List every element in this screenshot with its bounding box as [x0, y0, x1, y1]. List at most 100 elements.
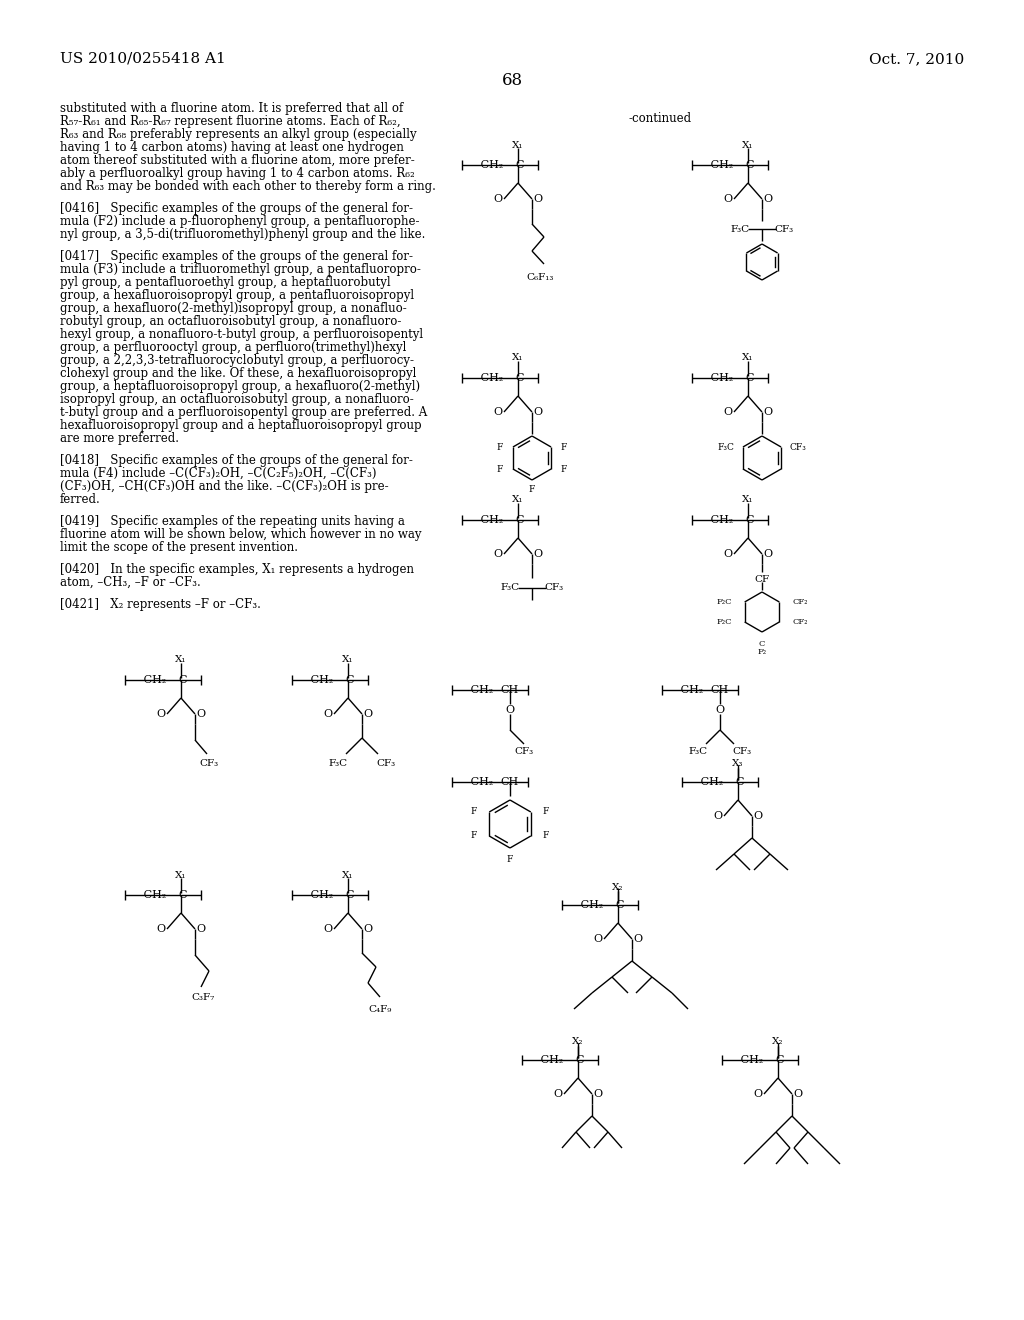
Text: F₃C: F₃C	[730, 224, 750, 234]
Text: limit the scope of the present invention.: limit the scope of the present invention…	[60, 541, 298, 554]
Text: O: O	[553, 1089, 562, 1100]
Text: O: O	[324, 709, 333, 719]
Text: having 1 to 4 carbon atoms) having at least one hydrogen: having 1 to 4 carbon atoms) having at le…	[60, 141, 403, 154]
Text: mula (F2) include a p-fluorophenyl group, a pentafluorophe-: mula (F2) include a p-fluorophenyl group…	[60, 215, 420, 228]
Text: O: O	[157, 709, 166, 719]
Text: F: F	[497, 442, 503, 451]
Text: –CH₂–: –CH₂–	[305, 890, 339, 900]
Text: O: O	[794, 1089, 803, 1100]
Text: t-butyl group and a perfluoroisopentyl group are preferred. A: t-butyl group and a perfluoroisopentyl g…	[60, 407, 427, 418]
Text: X₁: X₁	[742, 354, 754, 363]
Text: –CH₂–: –CH₂–	[465, 777, 499, 787]
Text: –CH₂–: –CH₂–	[465, 685, 499, 696]
Text: F: F	[528, 486, 536, 495]
Text: clohexyl group and the like. Of these, a hexafluoroisopropyl: clohexyl group and the like. Of these, a…	[60, 367, 417, 380]
Text: C₃F₇: C₃F₇	[191, 993, 215, 1002]
Text: C–: C–	[515, 374, 529, 383]
Text: X₁: X₁	[512, 495, 523, 504]
Text: O: O	[764, 194, 772, 205]
Text: O: O	[324, 924, 333, 935]
Text: –CH₂–: –CH₂–	[138, 890, 172, 900]
Text: [0421]   X₂ represents –F or –CF₃.: [0421] X₂ represents –F or –CF₃.	[60, 598, 261, 611]
Text: O: O	[594, 1089, 602, 1100]
Text: O: O	[723, 549, 732, 558]
Text: O: O	[764, 549, 772, 558]
Text: CF₂: CF₂	[793, 598, 808, 606]
Text: C–: C–	[615, 900, 629, 909]
Text: F₃C: F₃C	[688, 747, 708, 756]
Text: C: C	[759, 640, 765, 648]
Text: –CH₂–: –CH₂–	[475, 374, 509, 383]
Text: X₁: X₁	[742, 495, 754, 504]
Text: F₃C: F₃C	[501, 583, 519, 593]
Text: O: O	[594, 935, 602, 944]
Text: O: O	[723, 407, 732, 417]
Text: CH–: CH–	[710, 685, 734, 696]
Text: CF: CF	[755, 574, 770, 583]
Text: [0419]   Specific examples of the repeating units having a: [0419] Specific examples of the repeatin…	[60, 515, 404, 528]
Text: [0417]   Specific examples of the groups of the general for-: [0417] Specific examples of the groups o…	[60, 249, 413, 263]
Text: hexyl group, a nonafluoro-t-butyl group, a perfluoroisopentyl: hexyl group, a nonafluoro-t-butyl group,…	[60, 327, 423, 341]
Text: F₃C: F₃C	[718, 442, 734, 451]
Text: [0420]   In the specific examples, X₁ represents a hydrogen: [0420] In the specific examples, X₁ repr…	[60, 564, 414, 576]
Text: O: O	[716, 705, 725, 715]
Text: F: F	[507, 855, 513, 865]
Text: nyl group, a 3,5-di(trifluoromethyl)phenyl group and the like.: nyl group, a 3,5-di(trifluoromethyl)phen…	[60, 228, 425, 242]
Text: C–: C–	[744, 515, 759, 525]
Text: ferred.: ferred.	[60, 492, 100, 506]
Text: C–: C–	[744, 374, 759, 383]
Text: O: O	[364, 924, 373, 935]
Text: C–: C–	[178, 675, 193, 685]
Text: C–: C–	[775, 1055, 790, 1065]
Text: F: F	[543, 808, 549, 817]
Text: X₃: X₃	[732, 759, 743, 768]
Text: O: O	[364, 709, 373, 719]
Text: CF₃: CF₃	[545, 583, 563, 593]
Text: O: O	[494, 407, 503, 417]
Text: O: O	[494, 549, 503, 558]
Text: –CH₂–: –CH₂–	[735, 1055, 769, 1065]
Text: group, a heptafluoroisopropyl group, a hexafluoro(2-methyl): group, a heptafluoroisopropyl group, a h…	[60, 380, 420, 393]
Text: isopropyl group, an octafluoroisobutyl group, a nonafluoro-: isopropyl group, an octafluoroisobutyl g…	[60, 393, 414, 407]
Text: C–: C–	[744, 160, 759, 170]
Text: CF₃: CF₃	[377, 759, 395, 768]
Text: fluorine atom will be shown below, which however in no way: fluorine atom will be shown below, which…	[60, 528, 422, 541]
Text: F: F	[543, 832, 549, 841]
Text: F₃C: F₃C	[329, 759, 347, 768]
Text: 68: 68	[502, 73, 522, 88]
Text: –CH₂–: –CH₂–	[706, 160, 739, 170]
Text: F₂C: F₂C	[716, 618, 732, 626]
Text: C–: C–	[735, 777, 750, 787]
Text: -continued: -continued	[629, 112, 691, 125]
Text: are more preferred.: are more preferred.	[60, 432, 179, 445]
Text: X₁: X₁	[342, 870, 353, 879]
Text: [0416]   Specific examples of the groups of the general for-: [0416] Specific examples of the groups o…	[60, 202, 413, 215]
Text: O: O	[723, 194, 732, 205]
Text: F: F	[471, 832, 477, 841]
Text: –CH₂–: –CH₂–	[706, 374, 739, 383]
Text: group, a 2,2,3,3-tetrafluorocyclobutyl group, a perfluorocy-: group, a 2,2,3,3-tetrafluorocyclobutyl g…	[60, 354, 414, 367]
Text: O: O	[494, 194, 503, 205]
Text: Oct. 7, 2010: Oct. 7, 2010	[868, 51, 964, 66]
Text: robutyl group, an octafluoroisobutyl group, a nonafluoro-: robutyl group, an octafluoroisobutyl gro…	[60, 315, 401, 327]
Text: CH–: CH–	[500, 777, 524, 787]
Text: C–: C–	[178, 890, 193, 900]
Text: O: O	[197, 924, 206, 935]
Text: O: O	[534, 407, 543, 417]
Text: O: O	[506, 705, 515, 715]
Text: F₂: F₂	[758, 648, 767, 656]
Text: X₁: X₁	[742, 140, 754, 149]
Text: CF₃: CF₃	[790, 442, 807, 451]
Text: R₅₇-R₆₁ and R₆₅-R₆₇ represent fluorine atoms. Each of R₆₂,: R₅₇-R₆₁ and R₆₅-R₆₇ represent fluorine a…	[60, 115, 400, 128]
Text: pyl group, a pentafluoroethyl group, a heptafluorobutyl: pyl group, a pentafluoroethyl group, a h…	[60, 276, 390, 289]
Text: –CH₂–: –CH₂–	[138, 675, 172, 685]
Text: O: O	[534, 194, 543, 205]
Text: X₁: X₁	[512, 354, 523, 363]
Text: C–: C–	[515, 515, 529, 525]
Text: C–: C–	[574, 1055, 589, 1065]
Text: atom thereof substituted with a fluorine atom, more prefer-: atom thereof substituted with a fluorine…	[60, 154, 415, 168]
Text: –CH₂–: –CH₂–	[536, 1055, 569, 1065]
Text: –CH₂–: –CH₂–	[575, 900, 609, 909]
Text: X₂: X₂	[572, 1038, 584, 1047]
Text: –: –	[759, 224, 765, 234]
